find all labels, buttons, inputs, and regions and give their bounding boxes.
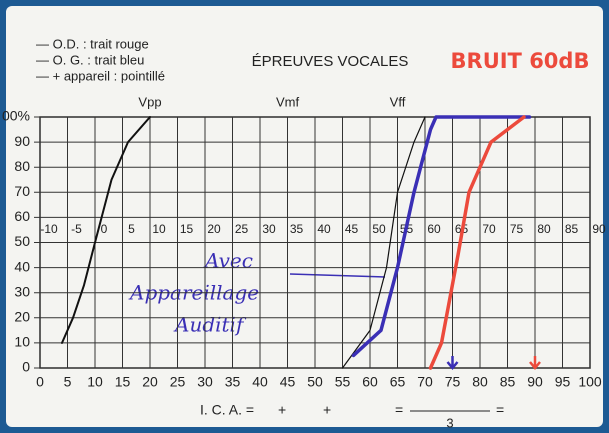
x-tick-label: 75 (445, 374, 461, 390)
x2-tick-label: 75 (510, 222, 524, 236)
x-tick-label: 20 (142, 374, 158, 390)
curve-label: Vff (390, 94, 406, 109)
x-tick-label: 55 (335, 374, 351, 390)
y-tick-label: 0 (22, 359, 30, 375)
formula: + (278, 402, 286, 418)
curve-label: Vpp (138, 94, 161, 109)
y-tick-label: 40 (14, 258, 30, 274)
y-tick-label: 20 (14, 309, 30, 325)
x-tick-label: 95 (555, 374, 571, 390)
legend-note: — O. G. : trait bleu (36, 52, 144, 67)
x2-tick-label: 0 (101, 222, 108, 236)
x2-tick-label: 35 (290, 222, 304, 236)
formula: = (496, 402, 504, 418)
x2-tick-label: 10 (152, 222, 166, 236)
chart-title: ÉPREUVES VOCALES (252, 53, 409, 70)
x-tick-label: 15 (115, 374, 131, 390)
x2-tick-label: 80 (537, 222, 551, 236)
handwritten-note: Auditif (173, 313, 247, 337)
x2-tick-label: 15 (180, 222, 194, 236)
x-tick-label: 25 (170, 374, 186, 390)
y-tick-label: 70 (14, 183, 30, 199)
x-tick-label: 80 (472, 374, 488, 390)
y-tick-label: 90 (14, 133, 30, 149)
x2-tick-label: 60 (427, 222, 441, 236)
x2-tick-label: 30 (262, 222, 276, 236)
x-tick-label: 45 (280, 374, 296, 390)
x2-tick-label: 85 (565, 222, 579, 236)
curve-label: Vmf (276, 94, 300, 109)
x2-tick-label: -5 (71, 222, 82, 236)
x-tick-label: 40 (252, 374, 268, 390)
page: ÉPREUVES VOCALES BRUIT 60dB — O.D. : tra… (0, 0, 609, 433)
x2-tick-label: 25 (235, 222, 249, 236)
legend-note: — + appareil : pointillé (36, 68, 165, 83)
x-tick-label: 35 (225, 374, 241, 390)
x-tick-label: 30 (197, 374, 213, 390)
y-tick-label: 60 (14, 208, 30, 224)
chart: ÉPREUVES VOCALES BRUIT 60dB — O.D. : tra… (0, 0, 609, 433)
x2-tick-label: 50 (372, 222, 386, 236)
legend-note: — O.D. : trait rouge (36, 36, 149, 51)
x-tick-label: 90 (527, 374, 543, 390)
y-tick-label: 30 (14, 283, 30, 299)
formula: I. C. A. = (200, 402, 254, 418)
annotation: BRUIT 60dB (451, 49, 590, 73)
x-tick-label: 70 (417, 374, 433, 390)
x-tick-label: 100 (578, 374, 602, 390)
x2-tick-label: -10 (40, 222, 58, 236)
formula: + (323, 402, 331, 418)
formula: = (395, 402, 403, 418)
handwritten-note: Avec (203, 249, 253, 273)
x-tick-label: 60 (362, 374, 378, 390)
x2-tick-label: 45 (345, 222, 359, 236)
x2-tick-label: 40 (317, 222, 331, 236)
x-tick-label: 5 (64, 374, 72, 390)
x2-tick-label: 20 (207, 222, 221, 236)
x2-tick-label: 5 (128, 222, 135, 236)
x-tick-label: 65 (390, 374, 406, 390)
x-tick-label: 85 (500, 374, 516, 390)
x2-tick-label: 70 (482, 222, 496, 236)
x-tick-label: 0 (36, 374, 44, 390)
x-tick-label: 10 (87, 374, 103, 390)
formula: 3 (446, 415, 453, 430)
x2-tick-label: 90 (592, 222, 606, 236)
y-tick-label: 10 (14, 334, 30, 350)
y-tick-label: 80 (14, 158, 30, 174)
y-tick-label: 50 (14, 233, 30, 249)
y-tick-label: 00% (2, 108, 30, 124)
x-tick-label: 50 (307, 374, 323, 390)
